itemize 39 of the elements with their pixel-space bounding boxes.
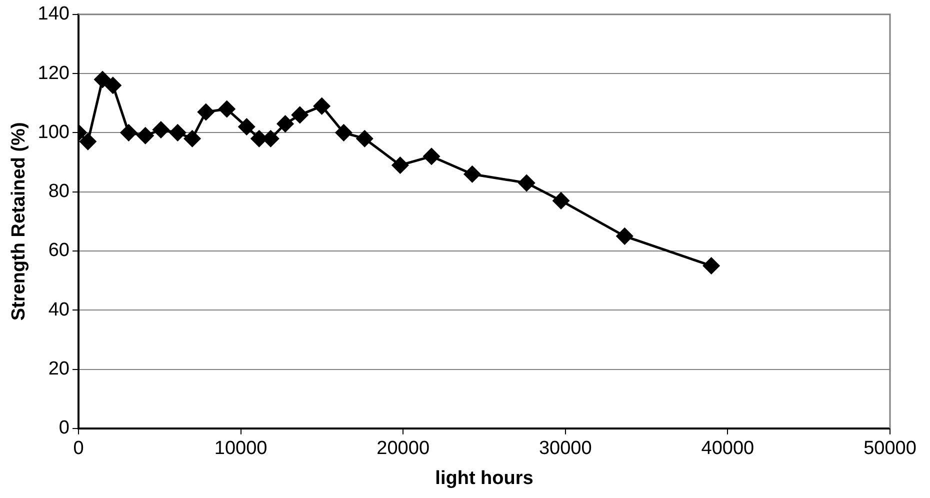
x-tick-label: 0 <box>73 438 84 460</box>
x-tick-label: 50000 <box>864 438 916 460</box>
point <box>314 98 330 114</box>
point <box>184 130 201 147</box>
point <box>292 106 308 124</box>
point <box>552 192 570 209</box>
x-tick-label: 20000 <box>376 438 430 460</box>
point <box>335 124 352 141</box>
point <box>703 258 720 274</box>
x-tick-label: 10000 <box>214 438 268 460</box>
point <box>277 116 294 132</box>
x-tick-label: 40000 <box>701 438 754 460</box>
point <box>423 148 440 165</box>
y-tick-label: 40 <box>48 299 70 320</box>
point <box>238 118 255 136</box>
y-tick-label: 120 <box>38 62 70 84</box>
point <box>392 156 408 174</box>
point <box>137 127 154 144</box>
y-tick-label: 140 <box>38 4 70 25</box>
point <box>218 100 236 118</box>
point <box>152 121 170 138</box>
y-axis-title: Strength Retained (%) <box>8 122 30 321</box>
y-tick-label: 60 <box>48 240 70 262</box>
y-tick-label: 20 <box>48 358 70 380</box>
y-tick-label: 80 <box>48 181 70 202</box>
point <box>616 228 633 244</box>
point <box>518 174 535 192</box>
point <box>80 133 96 150</box>
x-tick-label: 30000 <box>538 438 592 460</box>
point <box>169 124 186 141</box>
point <box>120 124 137 141</box>
x-axis-title: light hours <box>435 468 534 489</box>
point <box>356 130 373 147</box>
point <box>104 77 122 94</box>
point <box>94 71 111 88</box>
y-tick-label: 100 <box>38 122 70 143</box>
point <box>464 166 480 182</box>
point <box>198 104 214 120</box>
y-tick-label: 0 <box>58 418 70 439</box>
